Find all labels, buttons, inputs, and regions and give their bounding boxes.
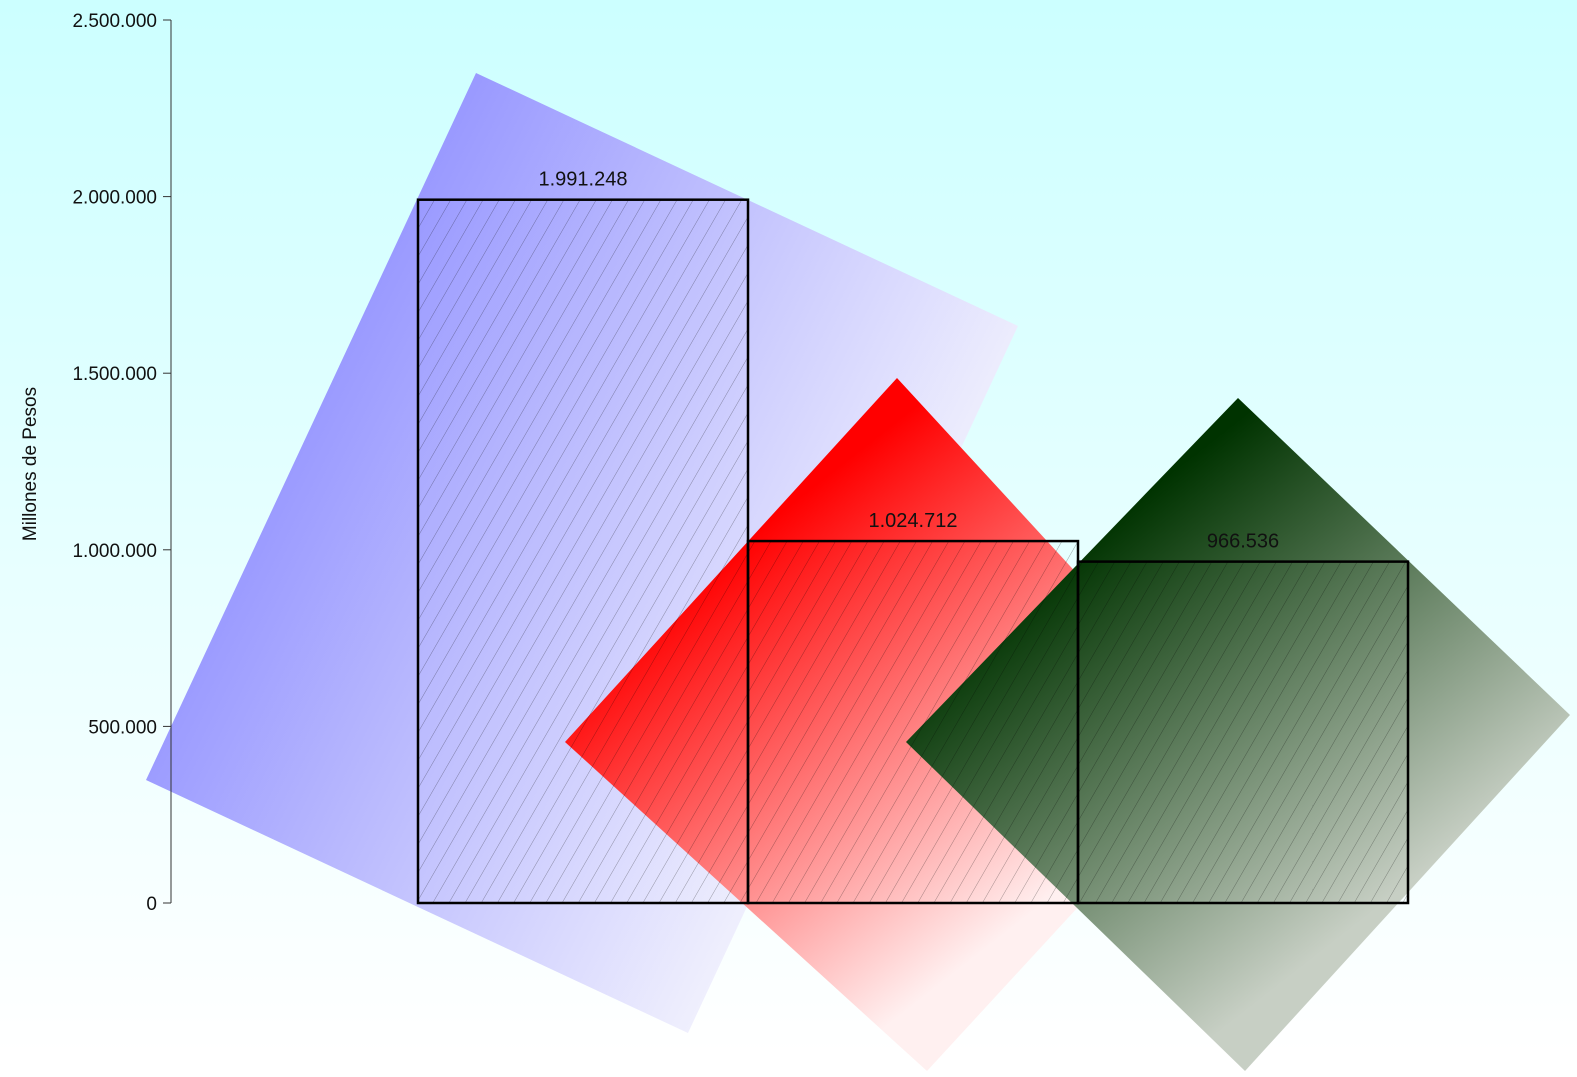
bar [746,539,1080,905]
y-axis-title: Millones de Pesos [20,387,41,541]
y-tick-label: 2.000.000 [72,188,157,209]
y-axis: 0 500.000 1.000.000 1.500.000 2.000.000 2.500… [72,11,172,915]
bar [1076,560,1410,905]
bars [416,198,1410,905]
y-tick-label: 500.000 [88,717,157,738]
bar [416,198,750,905]
bar-value-label: 966.536 [1207,531,1279,553]
bar-value-label: 1.024.712 [869,510,958,532]
y-tick-label: 0 [146,894,157,915]
value-labels: 1.991.248 1.024.712 966.536 [539,169,1280,553]
y-tick-label: 2.500.000 [72,11,157,32]
y-tick-label: 1.500.000 [72,364,157,385]
bar-value-label: 1.991.248 [539,169,628,191]
footer-band [0,1053,1577,1077]
y-tick-label: 1.000.000 [72,541,157,562]
